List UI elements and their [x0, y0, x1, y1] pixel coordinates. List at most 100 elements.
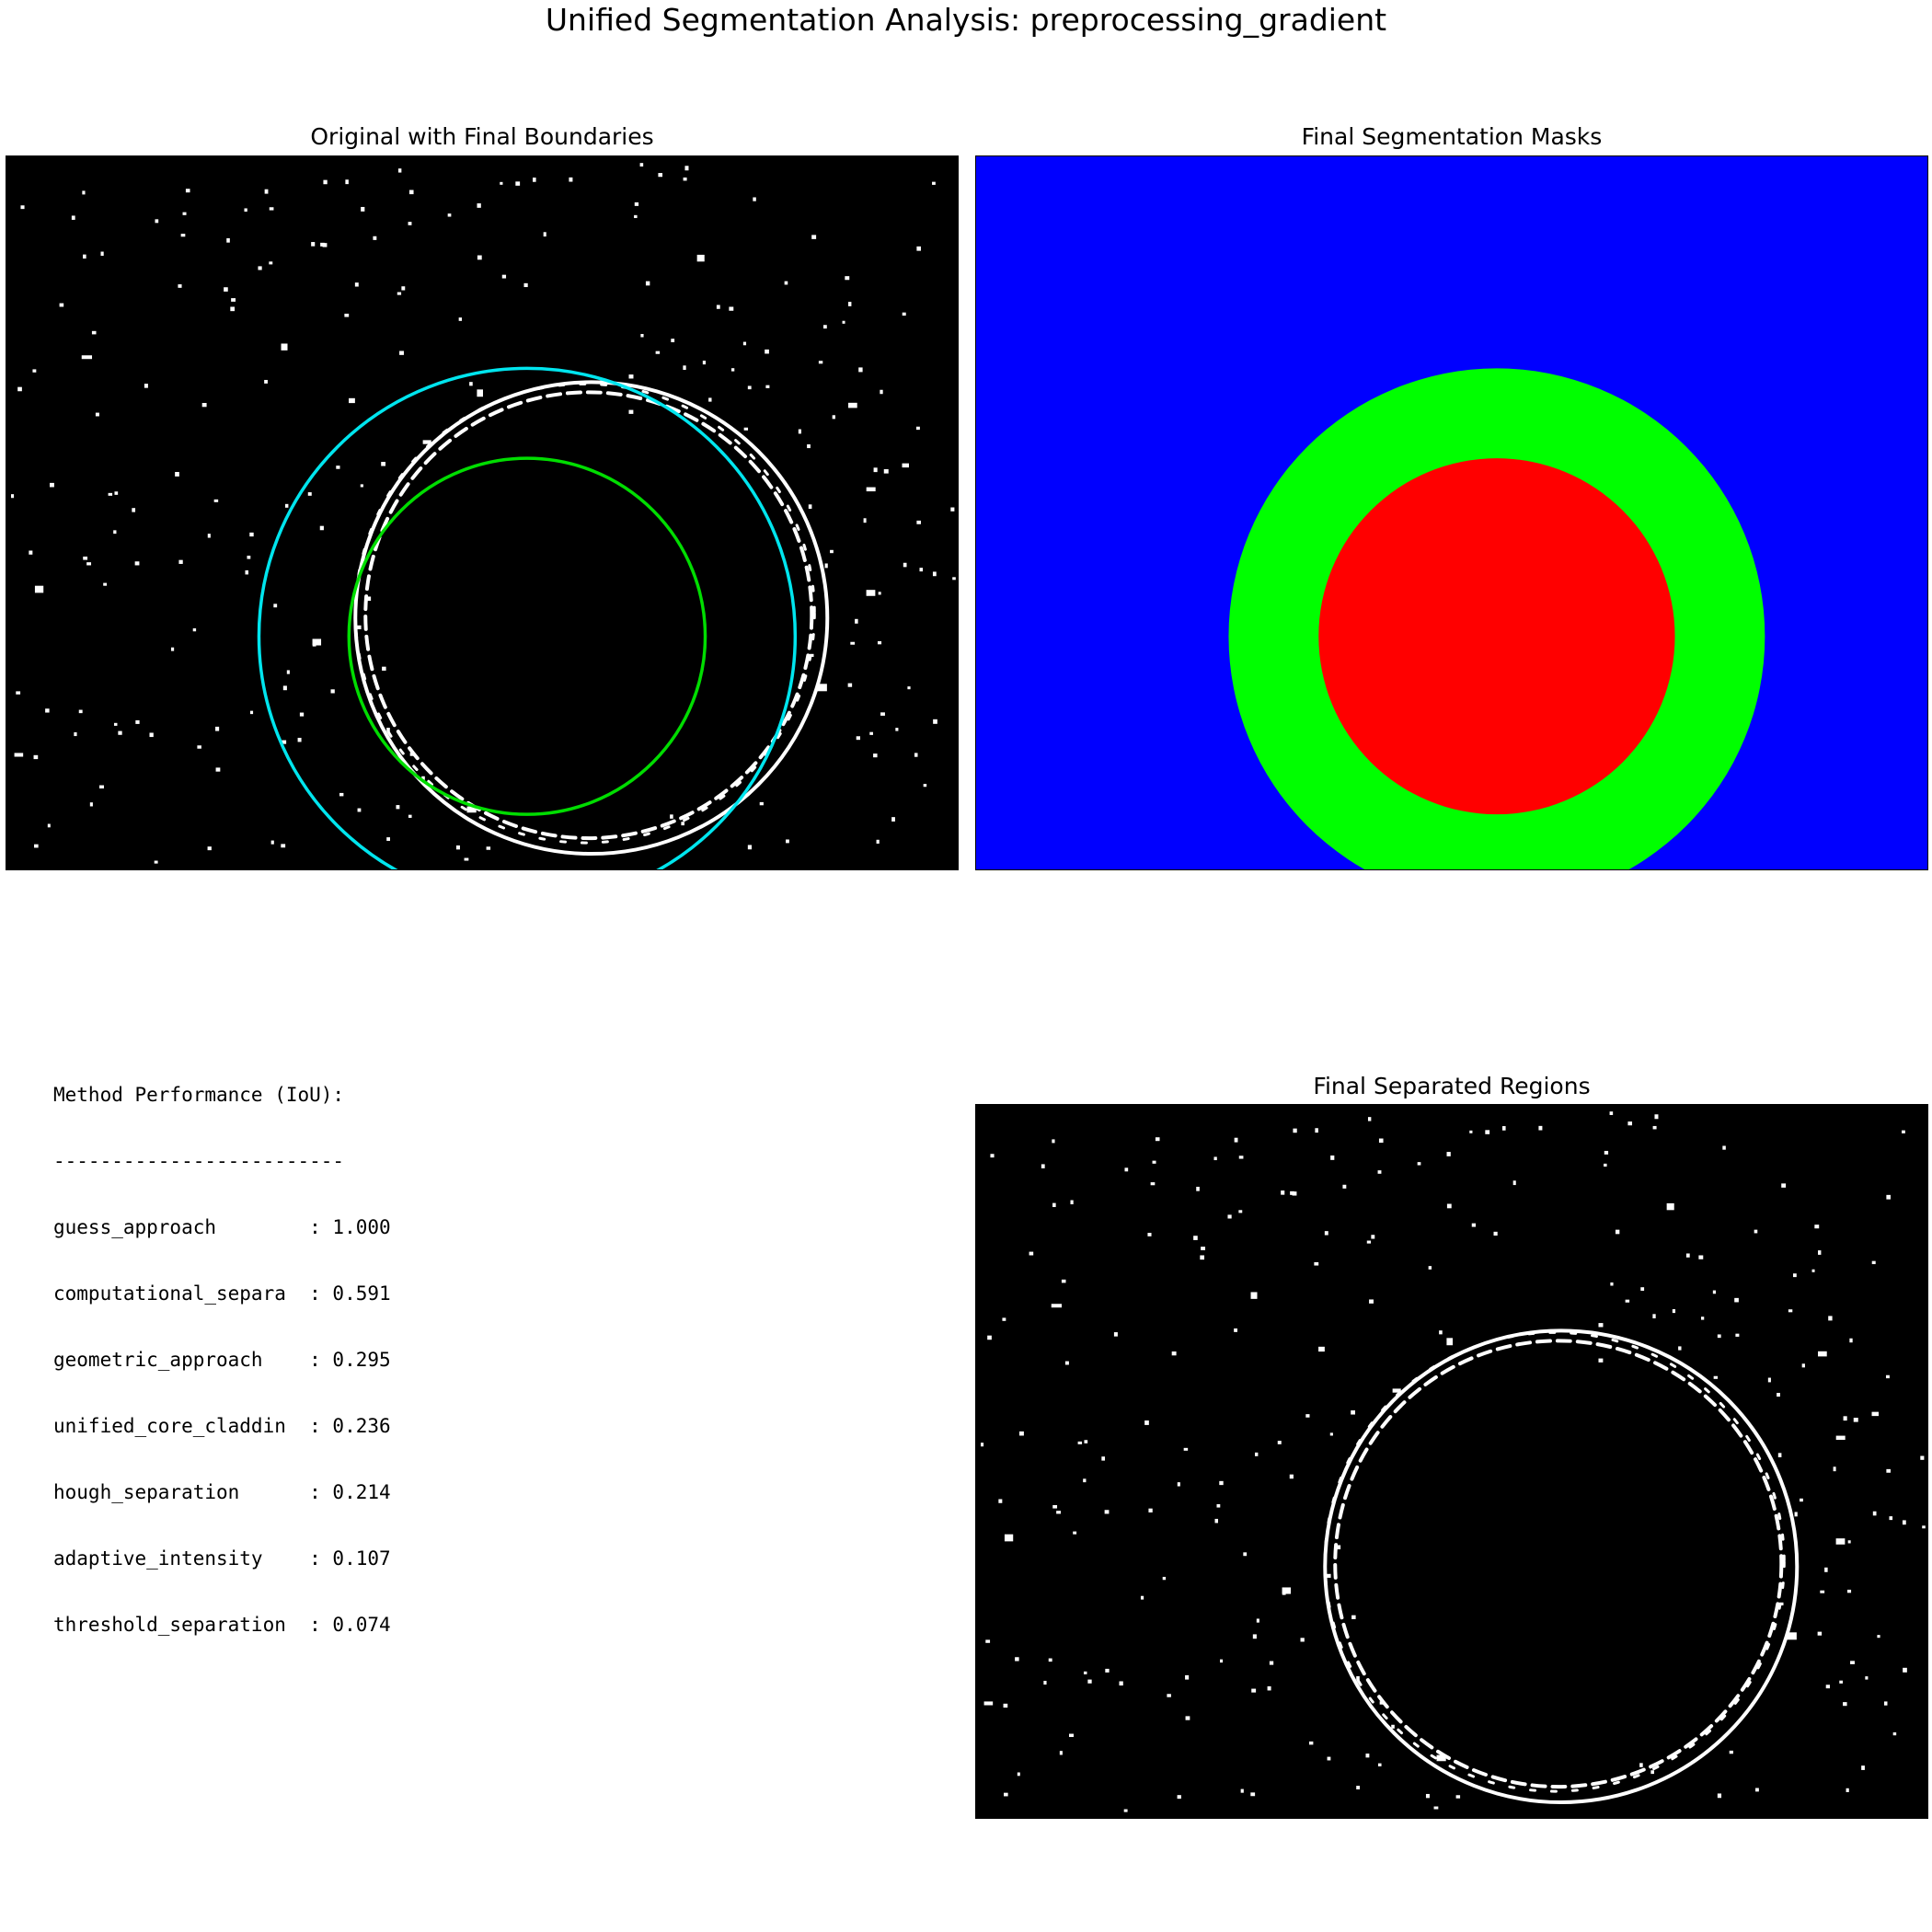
- edge-speck: [144, 384, 148, 388]
- edge-speck: [1698, 1255, 1704, 1259]
- edge-speck: [1234, 1137, 1238, 1143]
- edge-speck: [902, 312, 906, 316]
- edge-speck: [708, 397, 712, 402]
- edge-speck: [1069, 1733, 1074, 1738]
- edge-speck: [1678, 1346, 1682, 1351]
- edge-speck: [447, 213, 452, 217]
- performance-row: hough_separation : 0.214: [53, 1481, 391, 1503]
- edge-speck: [83, 556, 88, 560]
- edge-speck: [1850, 1661, 1855, 1664]
- edge-speck: [282, 740, 287, 744]
- edge-speck: [1609, 1111, 1614, 1115]
- edge-speck: [1814, 1225, 1820, 1229]
- edge-speck: [103, 582, 108, 586]
- edge-speck: [1377, 1763, 1382, 1766]
- edge-speck: [873, 467, 878, 473]
- performance-header: Method Performance (IoU):: [53, 1084, 345, 1106]
- edge-speck: [1342, 1184, 1347, 1189]
- edge-speck: [89, 802, 93, 807]
- edge-fragments: [1323, 1330, 1786, 1793]
- edge-speck: [29, 550, 33, 555]
- edge-speck: [78, 709, 83, 714]
- edge-speck: [640, 334, 644, 338]
- edge-speck: [1650, 1770, 1654, 1775]
- edge-speck: [1425, 1793, 1430, 1799]
- edge-speck: [1240, 1788, 1244, 1793]
- edge-speck: [1213, 1156, 1217, 1161]
- edge-speck: [1087, 1679, 1092, 1684]
- edge-speck: [59, 303, 64, 307]
- edge-speck: [477, 255, 482, 260]
- edge-speck: [1104, 1510, 1110, 1514]
- edge-speck: [1255, 1452, 1259, 1456]
- edge-speck: [408, 814, 412, 818]
- edge-speck: [71, 215, 75, 220]
- edge-speck: [282, 685, 287, 691]
- edge-speck: [20, 205, 25, 210]
- edge-speck: [702, 361, 707, 365]
- edge-speck: [501, 274, 507, 279]
- edge-speck: [1351, 1410, 1356, 1415]
- edge-speck: [1315, 1128, 1318, 1133]
- edge-speck: [1627, 1121, 1633, 1126]
- edge-speck: [848, 402, 857, 408]
- edge-speck: [1604, 1163, 1607, 1167]
- edge-speck: [1004, 1792, 1008, 1797]
- edge-speck: [952, 577, 956, 581]
- edge-speck: [1446, 1152, 1451, 1156]
- edge-speck: [907, 686, 911, 690]
- edge-speck: [500, 181, 503, 185]
- edge-speck: [185, 189, 190, 193]
- edge-speck: [1801, 1363, 1805, 1368]
- edge-speck: [753, 197, 756, 201]
- edge-speck: [182, 212, 187, 215]
- edge-speck: [1794, 1512, 1798, 1517]
- edge-speck: [1433, 1806, 1439, 1810]
- edge-speck: [915, 426, 920, 431]
- edge-speck: [1471, 1223, 1477, 1227]
- edge-speck: [1196, 1186, 1200, 1191]
- edge-speck: [824, 563, 828, 569]
- edge-speck: [322, 243, 328, 247]
- edge-speck: [269, 261, 273, 265]
- edge-speck: [1455, 1795, 1461, 1799]
- edge-speck: [320, 242, 325, 247]
- original-panel-title: Original with Final Boundaries: [310, 123, 654, 150]
- edge-speck: [1041, 1164, 1045, 1168]
- edge-speck: [1314, 1261, 1319, 1266]
- edge-speck: [47, 823, 51, 828]
- edge-speck: [569, 177, 573, 182]
- edge-speck: [863, 518, 867, 523]
- edge-speck: [285, 503, 289, 508]
- edge-speck: [113, 530, 117, 535]
- edge-speck: [249, 532, 254, 537]
- edge-speck: [154, 860, 158, 864]
- edge-speck: [207, 534, 211, 538]
- edge-speck: [91, 330, 97, 335]
- edge-speck: [1615, 1229, 1620, 1235]
- edge-speck: [1077, 1441, 1083, 1444]
- edge-speck: [784, 281, 788, 285]
- edge-speck: [1846, 1788, 1849, 1792]
- edge-speck: [307, 492, 312, 496]
- edge-speck: [1043, 1680, 1047, 1685]
- edge-speck: [866, 590, 876, 596]
- original-boundaries-image: [6, 156, 958, 869]
- edge-speck: [1305, 1414, 1310, 1418]
- performance-row: computational_separa : 0.591: [53, 1282, 391, 1305]
- edge-speck: [1200, 1255, 1205, 1260]
- edge-speck: [192, 627, 197, 632]
- edge-speck: [847, 683, 853, 687]
- edge-speck: [45, 708, 50, 713]
- edge-speck: [357, 625, 362, 629]
- edge-speck: [180, 234, 186, 237]
- edge-speck: [895, 728, 899, 731]
- edge-speck: [1598, 1323, 1604, 1328]
- edge-speck: [683, 177, 687, 181]
- edge-speck: [855, 618, 858, 624]
- edge-speck: [645, 281, 650, 286]
- edge-speck: [83, 254, 86, 259]
- edge-speck: [880, 712, 885, 716]
- edge-speck: [1052, 1139, 1055, 1144]
- edge-speck: [1219, 1659, 1224, 1663]
